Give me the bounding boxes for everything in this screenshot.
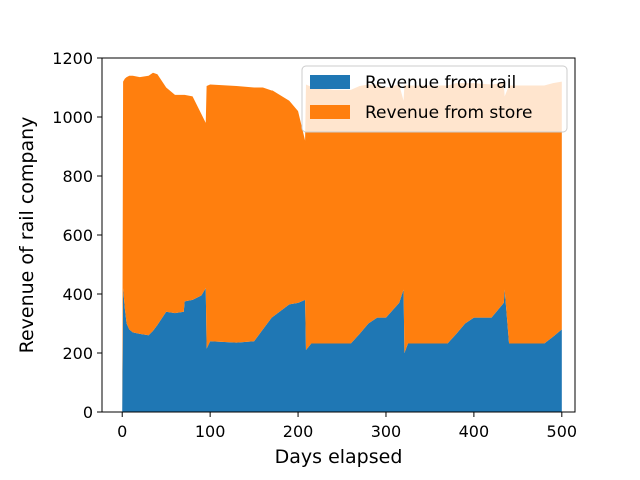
x-tick-label: 200	[283, 422, 314, 441]
y-axis-ticks: 0 200 400 600 800 1000 1200	[52, 49, 102, 422]
y-tick-label: 600	[62, 226, 93, 245]
y-axis-label: Revenue of rail company	[16, 117, 38, 354]
x-tick-label: 300	[371, 422, 402, 441]
area-series-store	[122, 72, 562, 412]
y-tick-label: 1200	[52, 49, 93, 68]
x-tick-label: 0	[117, 422, 127, 441]
legend-frame	[301, 65, 568, 133]
plot-frame	[101, 57, 576, 413]
legend-swatch-store	[310, 105, 350, 119]
area-series-rail	[122, 288, 562, 412]
x-tick-label: 400	[459, 422, 490, 441]
legend: Revenue from rail Revenue from store	[301, 65, 568, 133]
x-tick-label: 500	[547, 422, 578, 441]
y-tick-label: 0	[83, 403, 93, 422]
x-axis-ticks: 0 100 200 300 400 500	[117, 412, 577, 441]
x-tick-label: 100	[195, 422, 226, 441]
y-tick-label: 200	[62, 344, 93, 363]
y-tick-label: 1000	[52, 108, 93, 127]
legend-label-rail: Revenue from rail	[365, 73, 516, 93]
legend-label-store: Revenue from store	[365, 103, 532, 123]
y-tick-label: 400	[62, 285, 93, 304]
area-series-group	[122, 72, 562, 412]
x-axis-label: Days elapsed	[275, 446, 403, 468]
legend-swatch-rail	[310, 75, 350, 89]
y-tick-label: 800	[62, 167, 93, 186]
